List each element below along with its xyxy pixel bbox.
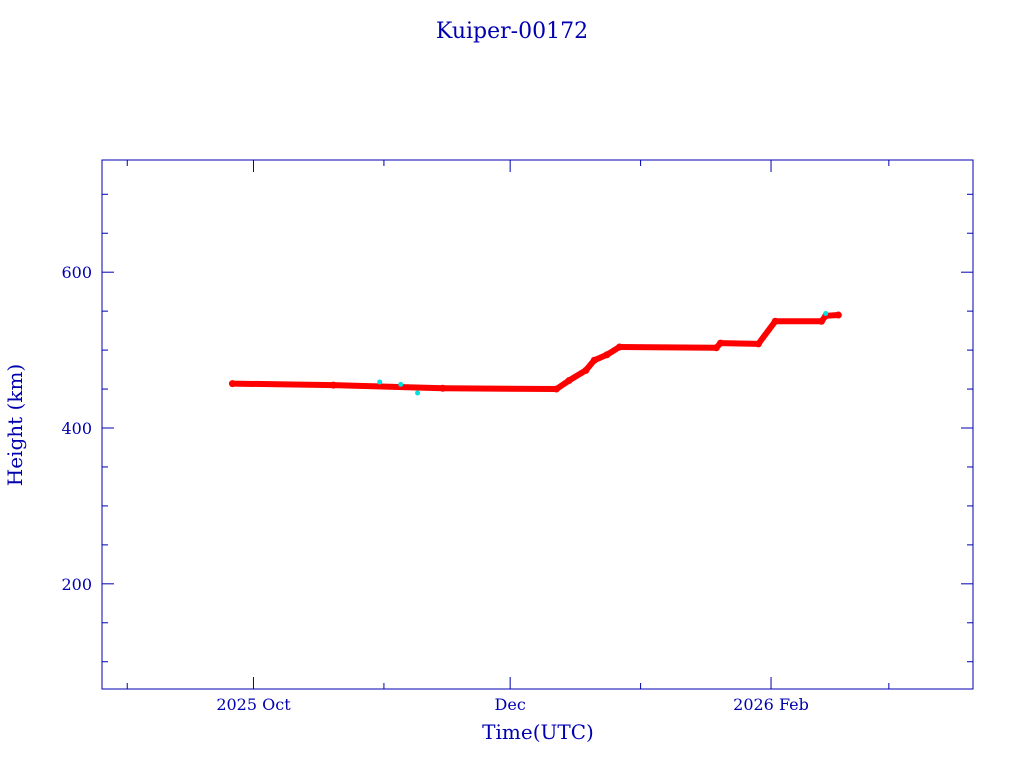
height-point	[717, 339, 725, 347]
x-tick-label: 2026 Feb	[733, 695, 809, 714]
height-point	[754, 340, 762, 348]
height-segment	[330, 382, 446, 392]
height-point	[329, 381, 337, 389]
y-tick-label: 600	[61, 263, 92, 282]
chart-title: Kuiper-00172	[436, 19, 588, 44]
outlier-point	[398, 381, 404, 387]
height-point	[228, 380, 236, 388]
height-point	[834, 311, 842, 319]
height-point	[439, 384, 447, 392]
height-point	[712, 344, 720, 352]
height-point	[771, 317, 779, 325]
outlier-point	[377, 379, 383, 385]
height-segment	[616, 343, 720, 351]
x-axis-label: Time(UTC)	[482, 720, 594, 744]
height-segment	[717, 340, 762, 347]
height-point	[603, 351, 611, 359]
outlier-point	[415, 390, 421, 396]
height-segment	[229, 380, 337, 389]
outlier-point	[823, 310, 829, 316]
height-point	[818, 317, 826, 325]
height-point	[552, 385, 560, 393]
height-point	[616, 343, 624, 351]
y-axis-label: Height (km)	[3, 364, 27, 486]
height-segment	[755, 318, 779, 347]
height-point	[590, 356, 598, 364]
y-tick-label: 400	[61, 419, 92, 438]
x-tick-label: Dec	[495, 695, 526, 714]
height-point	[582, 366, 590, 374]
y-tick-label: 200	[61, 575, 92, 594]
x-tick-label: 2025 Oct	[216, 695, 291, 714]
height-point	[565, 376, 573, 384]
plot-frame	[101, 159, 974, 690]
height-segment	[439, 385, 560, 393]
